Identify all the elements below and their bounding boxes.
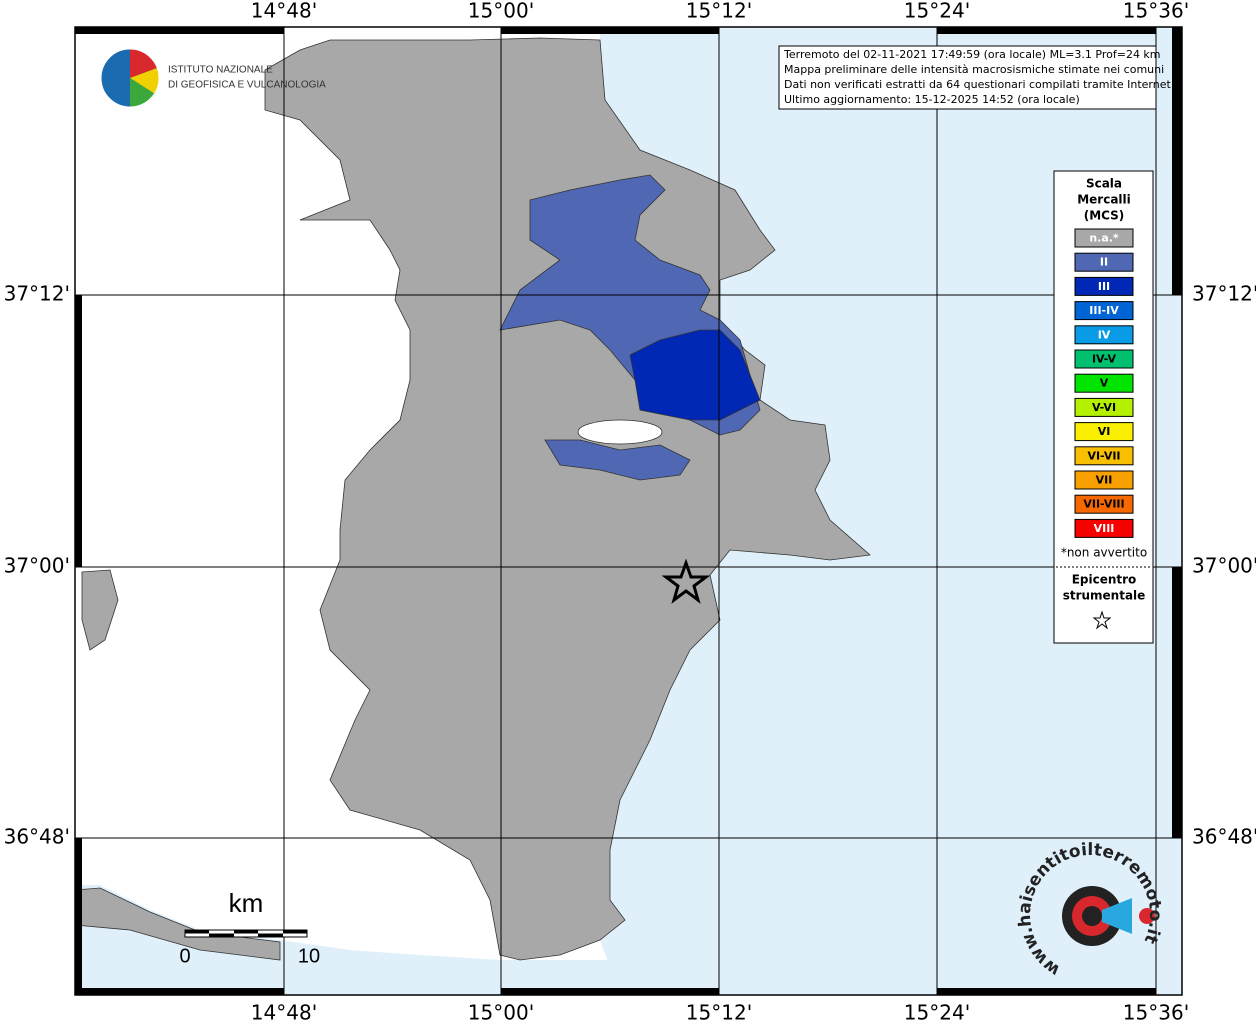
- legend-label: VIII: [1094, 522, 1115, 535]
- legend-label: IV-V: [1092, 353, 1117, 366]
- legend-label: V-VI: [1092, 401, 1116, 414]
- intensity-area: [544, 439, 691, 481]
- lat-label: 37°00': [1192, 554, 1256, 578]
- legend-swatch: [1074, 301, 1134, 321]
- legend-epicenter: Epicentro: [1072, 573, 1137, 587]
- logo-sector: [130, 68, 160, 94]
- scale-bar-segment: [185, 930, 209, 934]
- legend-label: VI: [1098, 425, 1111, 438]
- logo-question: [1139, 908, 1155, 924]
- ingv-logo: ISTITUTO NAZIONALE DI GEOFISICA E VULCAN…: [100, 48, 326, 108]
- epicenter-star: [661, 558, 711, 604]
- scale-unit: km: [229, 888, 264, 918]
- frame-segment: [501, 27, 719, 34]
- lon-label: 15°12': [686, 0, 752, 23]
- info-line: Ultimo aggiornamento: 15-12-2025 14:52 (…: [784, 93, 1080, 106]
- lake: [577, 419, 663, 445]
- lat-label: 36°48': [4, 825, 70, 849]
- legend-star: [1092, 610, 1112, 630]
- legend-swatch: [1074, 276, 1134, 296]
- scale-bar-segment: [283, 930, 307, 934]
- frame: [74, 26, 1183, 996]
- legend-swatch: [1074, 494, 1134, 514]
- legend-label: IV: [1098, 328, 1111, 341]
- scale-bar: km 0 10: [179, 888, 320, 967]
- frame-segment: [1172, 567, 1182, 838]
- legend-label: n.a.*: [1089, 232, 1119, 245]
- legend-swatch: [1074, 422, 1134, 442]
- frame-segment: [75, 838, 82, 995]
- logo-outline: [100, 48, 160, 108]
- legend-swatch: [1074, 349, 1134, 369]
- frame-segment: [501, 988, 719, 995]
- lon-label: 15°24': [904, 1001, 970, 1025]
- lon-label: 14°48': [251, 1001, 317, 1025]
- intensity-area: [629, 329, 761, 421]
- legend-title: Mercalli: [1077, 193, 1131, 207]
- legend-swatch: [1074, 518, 1134, 538]
- info-line: Terremoto del 02-11-2021 17:49:59 (ora l…: [783, 48, 1161, 61]
- info-line: Mappa preliminare delle intensità macros…: [784, 63, 1164, 76]
- legend-swatch: [1074, 397, 1134, 417]
- lon-label: 15°00': [468, 1001, 534, 1025]
- scale-bar-segment: [234, 930, 258, 934]
- logo-sector: [130, 49, 157, 78]
- lon-label: 15°00': [468, 0, 534, 23]
- legend-swatch: [1074, 252, 1134, 272]
- logo-text: ISTITUTO NAZIONALE: [168, 65, 273, 76]
- lat-label: 37°12': [1192, 282, 1256, 306]
- scale-label: 0: [179, 945, 190, 967]
- lon-label: 14°48': [251, 0, 317, 23]
- legend-swatch: [1074, 373, 1134, 393]
- legend-swatch: [1074, 228, 1134, 248]
- info-text: Terremoto del 02-11-2021 17:49:59 (ora l…: [783, 48, 1174, 106]
- legend-label: V: [1100, 377, 1109, 390]
- legend: ScalaMercalli(MCS)n.a.*IIIIIIII-IVIVIV-V…: [1061, 177, 1147, 603]
- scale-bar-segment: [258, 933, 283, 937]
- logo-text: DI GEOFISICA E VULCANOLOGIA: [168, 80, 326, 91]
- legend-epicenter: strumentale: [1063, 589, 1146, 603]
- frame-segment: [937, 27, 1156, 34]
- lon-label: 15°36': [1123, 1001, 1189, 1025]
- scale-label: 10: [298, 945, 320, 967]
- frame-edge: [1155, 26, 1183, 996]
- legend-label: III-IV: [1089, 304, 1119, 317]
- lon-label: 15°24': [904, 0, 970, 23]
- legend-label: VI-VII: [1087, 449, 1120, 462]
- land: [81, 569, 119, 651]
- legend-swatch: [1074, 446, 1134, 466]
- legend-label: III: [1098, 280, 1110, 293]
- legend-title: (MCS): [1084, 209, 1125, 223]
- lat-label: 36°48': [1192, 825, 1256, 849]
- scale-bar-segment: [209, 933, 234, 937]
- frame-segment: [75, 27, 284, 34]
- frame-segment: [1172, 27, 1182, 295]
- lon-label: 15°12': [686, 1001, 752, 1025]
- legend-label: VII-VIII: [1083, 498, 1124, 511]
- legend-note: *non avvertito: [1061, 546, 1147, 560]
- legend-label: VII: [1096, 474, 1113, 487]
- legend-swatch: [1074, 325, 1134, 345]
- logo-speaker: [1102, 898, 1132, 934]
- lat-label: 37°12': [4, 282, 70, 306]
- legend-swatch: [1074, 470, 1134, 490]
- frame-segment: [937, 988, 1156, 995]
- legend-title: Scala: [1086, 177, 1122, 191]
- info-box: [778, 45, 1157, 110]
- info-line: Dati non verificati estratti da 64 quest…: [784, 78, 1174, 91]
- legend-label: II: [1100, 256, 1108, 269]
- frame-segment: [75, 295, 82, 567]
- lon-label: 15°36': [1123, 0, 1189, 23]
- sea: [75, 885, 640, 995]
- frame-segment: [75, 988, 284, 995]
- land: [74, 887, 281, 961]
- logo-disc: [1082, 906, 1102, 926]
- lat-label: 37°00': [4, 554, 70, 578]
- coordinate-labels: 14°48' 14°48' 15°00' 15°00' 15°12' 15°12' 15°2…: [4, 0, 1256, 1025]
